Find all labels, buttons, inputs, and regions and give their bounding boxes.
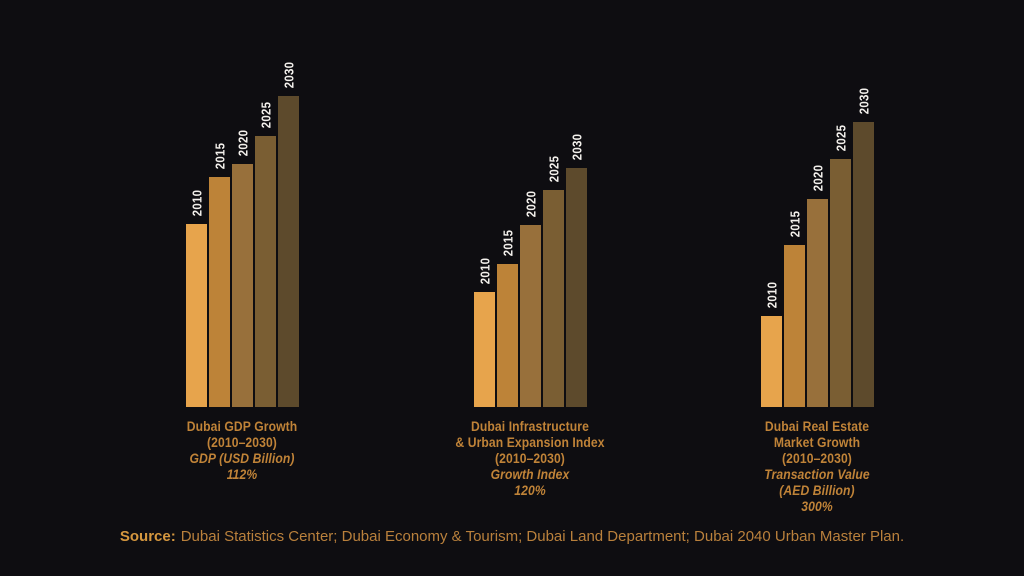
bar-column-2030: 2030 bbox=[853, 86, 874, 407]
bar-column-2025: 2025 bbox=[830, 123, 851, 407]
source-line: Source: Dubai Statistics Center; Dubai Ec… bbox=[0, 528, 1024, 545]
bar-column-2020: 2020 bbox=[232, 128, 253, 407]
year-label-2030: 2030 bbox=[569, 133, 584, 161]
year-label-2020: 2020 bbox=[235, 129, 250, 157]
bar-column-2015: 2015 bbox=[497, 228, 518, 407]
caption-infrastructure-index: Dubai Infrastructure & Urban Expansion I… bbox=[413, 419, 647, 499]
bar-column-2010: 2010 bbox=[761, 280, 782, 407]
year-label-2010: 2010 bbox=[764, 281, 779, 309]
bar-column-2015: 2015 bbox=[209, 141, 230, 407]
bar-2030 bbox=[853, 122, 874, 407]
chart-unit-line: GDP (USD Billion) bbox=[189, 451, 295, 466]
bar-column-2025: 2025 bbox=[543, 154, 564, 407]
year-label-2015: 2015 bbox=[500, 229, 515, 257]
chart-title-line: Dubai Infrastructure bbox=[471, 419, 589, 434]
bar-column-2010: 2010 bbox=[474, 256, 495, 407]
caption-real-estate-growth: Dubai Real Estate Market Growth (2010–20… bbox=[700, 419, 934, 515]
bar-2025 bbox=[830, 159, 851, 407]
year-label-2025: 2025 bbox=[546, 155, 561, 183]
bar-column-2010: 2010 bbox=[186, 188, 207, 407]
chart-title-line: & Urban Expansion Index bbox=[455, 435, 605, 450]
chart-unit-line: Growth Index bbox=[490, 467, 570, 482]
source-prefix: Source: bbox=[119, 528, 176, 545]
chart-title-line: Dubai GDP Growth bbox=[186, 419, 298, 434]
bar-2030 bbox=[278, 96, 299, 407]
chart-growth-value: 300% bbox=[801, 499, 833, 514]
year-label-2030: 2030 bbox=[281, 61, 296, 89]
bar-column-2020: 2020 bbox=[520, 189, 541, 407]
bar-2010 bbox=[186, 224, 207, 407]
year-label-2015: 2015 bbox=[787, 210, 802, 238]
chart-title-line: Market Growth bbox=[773, 435, 861, 450]
chart-unit-line: Transaction Value bbox=[764, 467, 870, 482]
source-text: Dubai Statistics Center; Dubai Economy &… bbox=[180, 528, 905, 545]
chart-title-line: (2010–2030) bbox=[782, 451, 852, 466]
bar-group-gdp-growth: 2010 2015 2020 2025 2030 bbox=[186, 60, 299, 407]
year-label-2020: 2020 bbox=[810, 164, 825, 192]
bar-column-2025: 2025 bbox=[255, 100, 276, 407]
bar-2015 bbox=[784, 245, 805, 407]
year-label-2025: 2025 bbox=[833, 124, 848, 152]
year-label-2015: 2015 bbox=[212, 142, 227, 170]
bar-2025 bbox=[255, 136, 276, 407]
chart-title-line: (2010–2030) bbox=[207, 435, 277, 450]
bar-column-2030: 2030 bbox=[278, 60, 299, 407]
chart-unit-line: (AED Billion) bbox=[779, 483, 855, 498]
chart-title-line: (2010–2030) bbox=[495, 451, 565, 466]
chart-growth-value: 112% bbox=[226, 467, 258, 482]
bar-2025 bbox=[543, 190, 564, 407]
bar-group-infrastructure-index: 2010 2015 2020 2025 2030 bbox=[474, 132, 587, 407]
bar-2015 bbox=[497, 264, 518, 407]
caption-gdp-growth: Dubai GDP Growth (2010–2030) GDP (USD Bi… bbox=[125, 419, 359, 483]
year-label-2030: 2030 bbox=[856, 87, 871, 115]
bar-2010 bbox=[761, 316, 782, 407]
bar-2015 bbox=[209, 177, 230, 407]
bar-column-2030: 2030 bbox=[566, 132, 587, 407]
bar-2030 bbox=[566, 168, 587, 407]
chart-title-line: Dubai Real Estate bbox=[764, 419, 870, 434]
year-label-2010: 2010 bbox=[189, 189, 204, 217]
bar-2020 bbox=[807, 199, 828, 407]
bar-column-2020: 2020 bbox=[807, 163, 828, 407]
bar-group-real-estate-growth: 2010 2015 2020 2025 2030 bbox=[761, 86, 874, 407]
bar-2020 bbox=[520, 225, 541, 407]
bar-2020 bbox=[232, 164, 253, 407]
bar-2010 bbox=[474, 292, 495, 407]
year-label-2025: 2025 bbox=[258, 101, 273, 129]
bar-column-2015: 2015 bbox=[784, 209, 805, 407]
chart-growth-value: 120% bbox=[514, 483, 546, 498]
year-label-2020: 2020 bbox=[523, 190, 538, 218]
year-label-2010: 2010 bbox=[477, 257, 492, 285]
